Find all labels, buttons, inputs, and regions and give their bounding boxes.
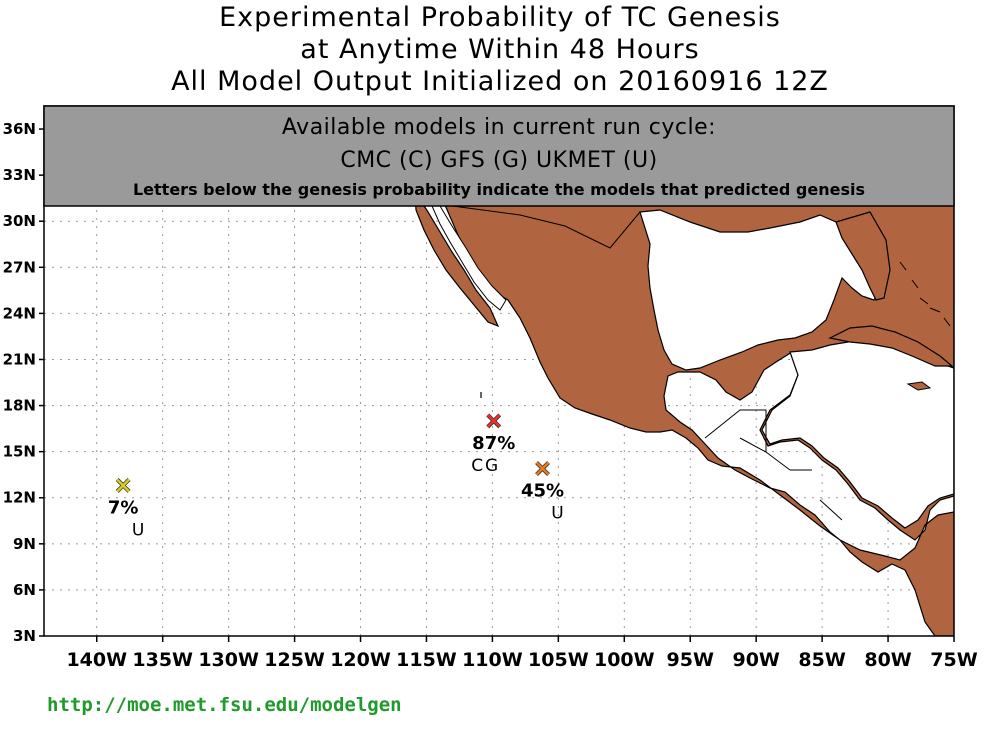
lat-label: 9N [13, 535, 36, 553]
jamaica [906, 381, 932, 391]
footer-url[interactable]: http://moe.met.fsu.edu/modelgen [47, 694, 402, 716]
panel-line-1: Available models in current run cycle: [282, 115, 716, 140]
lat-label: 15N [3, 443, 36, 461]
cuba [828, 325, 954, 367]
lat-label: 27N [3, 258, 36, 276]
lon-label: 105W [528, 649, 589, 671]
lon-label: 130W [198, 649, 259, 671]
storm-probability: 87% [472, 433, 515, 454]
panel-line-2: CMC (C) GFS (G) UKMET (U) [340, 148, 657, 173]
baja-california [414, 189, 500, 328]
lat-label: 21N [3, 350, 36, 368]
lon-label: 85W [798, 649, 845, 671]
lat-label: 18N [3, 397, 36, 415]
model-info-panel: Available models in current run cycle: C… [43, 105, 955, 207]
lon-label: 90W [732, 649, 779, 671]
lat-label: 3N [13, 627, 36, 645]
storm-marker[interactable]: 87%CG [471, 413, 515, 476]
panel-background [43, 105, 955, 207]
title-line-2: at Anytime Within 48 Hours [300, 34, 700, 65]
title-line-1: Experimental Probability of TC Genesis [219, 2, 781, 33]
storm-probability: 7% [108, 497, 139, 518]
storm-marker[interactable]: 45%U [521, 461, 566, 524]
lon-label: 120W [330, 649, 391, 671]
lat-label: 36N [3, 120, 36, 138]
panel-line-3: Letters below the genesis probability in… [133, 180, 865, 199]
lon-label: 125W [264, 649, 325, 671]
lon-label: 115W [396, 649, 457, 671]
lat-label: 6N [13, 581, 36, 599]
lon-label: 140W [66, 649, 127, 671]
lat-label: 33N [3, 166, 36, 184]
country-borders [704, 409, 843, 521]
storm-models: U [132, 520, 146, 540]
lon-label: 75W [930, 649, 977, 671]
lon-label: 100W [594, 649, 655, 671]
gulf-of-mexico [639, 209, 881, 371]
us-mexico-border [444, 204, 641, 249]
latitude-axis: 36N 33N 30N 27N 24N 21N 18N 15N 12N 9N 6N 3N [3, 120, 44, 645]
lon-label: 135W [132, 649, 193, 671]
longitude-axis: 140W 135W 130W 125W 120W 115W 110W 105W 100W 95W 9… [66, 636, 978, 671]
lon-label: 110W [462, 649, 523, 671]
storm-models: CG [471, 456, 500, 476]
title-block: Experimental Probability of TC Genesis a… [0, 2, 1000, 98]
lat-label: 12N [3, 489, 36, 507]
bahamas [899, 261, 951, 327]
storm-probability: 45% [521, 481, 564, 502]
florida [835, 211, 891, 301]
storm-x-icon [486, 414, 501, 428]
title-line-3: All Model Output Initialized on 20160916… [171, 66, 829, 97]
storm-marker[interactable]: 7%U [108, 478, 147, 540]
lat-label: 24N [3, 304, 36, 322]
storm-x-icon [535, 461, 550, 476]
lat-label: 30N [3, 212, 36, 230]
gulf-of-california [431, 205, 507, 311]
land-masses [414, 189, 954, 636]
lon-label: 95W [667, 649, 714, 671]
lon-label: 80W [864, 649, 911, 671]
storm-x-icon [116, 478, 131, 493]
storm-models: U [551, 504, 565, 524]
